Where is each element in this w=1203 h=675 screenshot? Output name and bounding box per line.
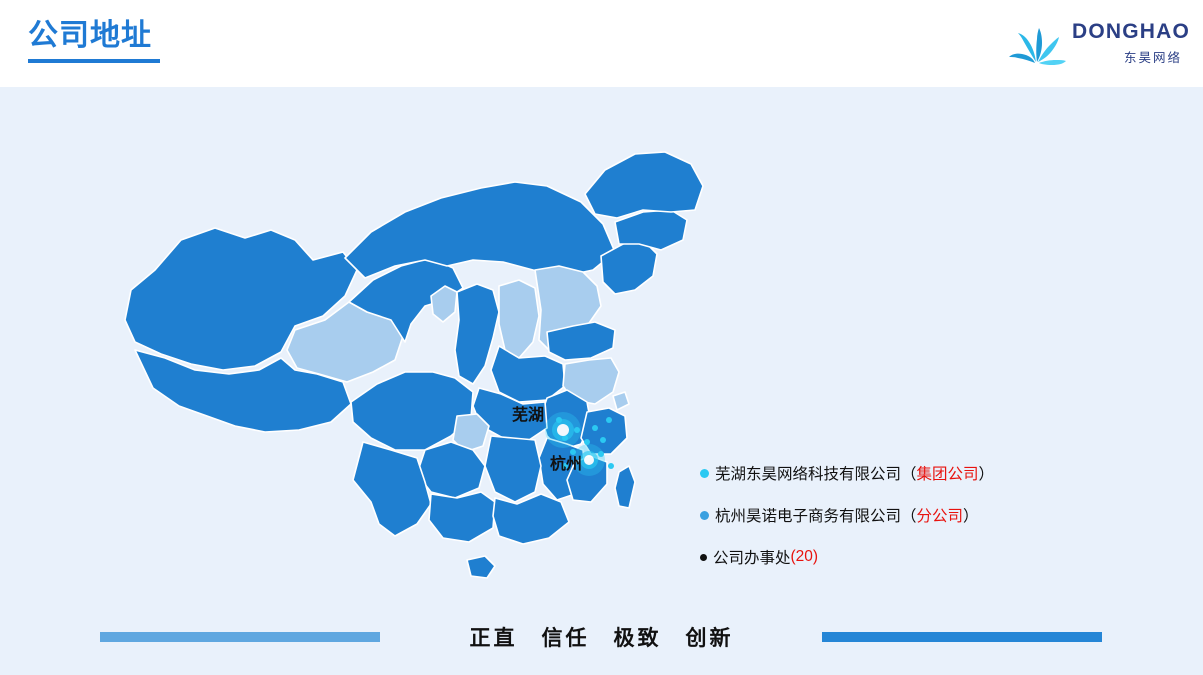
title-underline xyxy=(28,59,160,63)
legend-text: 芜湖东昊网络科技有限公司（ xyxy=(715,466,917,483)
company-logo: DONGHAO 东昊网络 xyxy=(1006,14,1191,72)
legend-item-group-company: 芜湖东昊网络科技有限公司（ 集团公司） xyxy=(700,462,1120,484)
legend-highlight: 分公司 xyxy=(916,508,964,525)
slide-header: 公司地址 DONGHAO 东昊网络 xyxy=(0,0,1203,87)
legend-highlight: (20) xyxy=(790,548,819,565)
legend-highlight: 集团公司 xyxy=(916,466,979,483)
footer-bar-left xyxy=(100,632,380,642)
city-label-wuhu: 芜湖 xyxy=(512,407,545,424)
legend-item-offices: 公司办事处 (20) xyxy=(700,546,1120,568)
legend-text: 杭州昊诺电子商务有限公司（ xyxy=(715,508,917,525)
legend-tail: ） xyxy=(978,466,995,483)
logo-main-text: DONGHAO xyxy=(1072,20,1191,43)
legend-dot-icon xyxy=(700,468,709,478)
legend-text: 公司办事处 xyxy=(713,550,791,567)
logo-sub-text: 东昊网络 xyxy=(1123,51,1182,65)
legend-list: 芜湖东昊网络科技有限公司（ 集团公司） 杭州昊诺电子商务有限公司（ 分公司） 公司办… xyxy=(700,462,1120,588)
city-label-hangzhou: 杭州 xyxy=(550,456,583,473)
donghao-fan-logo-icon xyxy=(1006,18,1068,68)
china-map-svg xyxy=(124,151,704,579)
logo-text: DONGHAO 东昊网络 xyxy=(1072,20,1191,66)
marker-wuhu xyxy=(545,412,581,448)
legend-item-branch-company: 杭州昊诺电子商务有限公司（ 分公司） xyxy=(700,504,1120,526)
footer-bar-right xyxy=(822,632,1102,642)
legend-dot-icon xyxy=(700,553,707,561)
footer-slogan: 正直 信任 极致 创新 xyxy=(469,627,734,650)
china-map: 芜湖 杭州 xyxy=(95,120,735,600)
page-title-wrap: 公司地址 xyxy=(28,18,160,63)
legend-dot-icon xyxy=(700,510,709,520)
page-title: 公司地址 xyxy=(28,19,152,52)
marker-hangzhou xyxy=(573,444,605,476)
legend-tail: ） xyxy=(963,508,979,525)
